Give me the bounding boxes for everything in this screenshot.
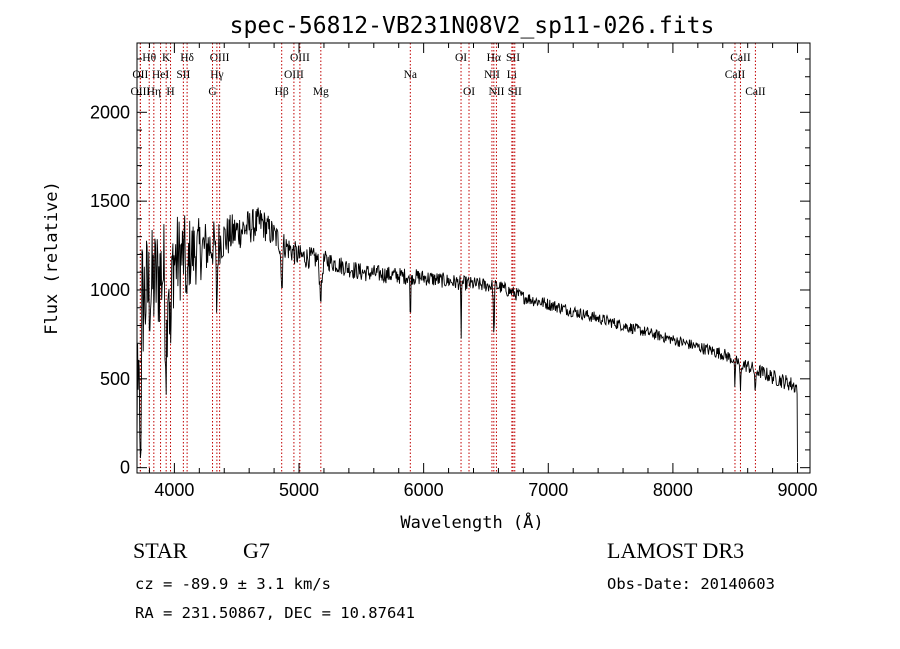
spectral-line-label: NII — [488, 86, 504, 98]
survey-name: LAMOST DR3 — [607, 538, 745, 563]
x-tick-label: 6000 — [404, 480, 444, 500]
spectral-line-label: Mg — [313, 86, 329, 98]
spectral-line-label: SII — [176, 69, 190, 81]
spectral-line-label: Hη — [147, 86, 161, 98]
spectral-line-label: HeI — [152, 69, 169, 81]
spectral-line-label: OIII — [290, 52, 310, 64]
observation-date: Obs-Date: 20140603 — [607, 575, 775, 593]
spectral-line-label: OI — [455, 52, 467, 64]
spectral-line-label: SII — [508, 86, 522, 98]
y-tick-label: 500 — [100, 369, 130, 389]
spectral-line-label: CaII — [745, 86, 766, 98]
spectral-line-label: OI — [463, 86, 475, 98]
spectral-line-label: CaII — [730, 52, 751, 64]
spectral-line-label: G — [208, 86, 216, 98]
spectrum-line — [136, 207, 798, 463]
spectral-line-label: Hδ — [180, 52, 194, 64]
spectral-line-label: Hθ — [142, 52, 156, 64]
spectral-line-label: Hα — [487, 52, 501, 64]
y-tick-label: 2000 — [90, 102, 130, 122]
y-axis-label: Flux (relative) — [42, 181, 62, 335]
spectral-line-label: K — [162, 52, 171, 64]
spectral-line-label: Na — [404, 69, 417, 81]
x-tick-label: 4000 — [154, 480, 194, 500]
y-tick-label: 1000 — [90, 280, 130, 300]
x-tick-label: 8000 — [653, 480, 693, 500]
coordinates: RA = 231.50867, DEC = 10.87641 — [135, 604, 415, 622]
spectral-line-label: OIII — [284, 69, 304, 81]
spectral-line-label: OIII — [210, 52, 230, 64]
y-tick-label: 0 — [120, 458, 130, 478]
y-tick-label: 1500 — [90, 191, 130, 211]
object-subclass: G7 — [243, 538, 270, 563]
spectral-line-label: CaII — [725, 69, 746, 81]
plot-frame — [136, 42, 811, 474]
spectral-line-label: H — [166, 86, 174, 98]
x-tick-label: 9000 — [778, 480, 818, 500]
spectral-line-label: SII — [506, 52, 520, 64]
x-tick-label: 5000 — [279, 480, 319, 500]
redshift-cz: cz = -89.9 ± 3.1 km/s — [135, 575, 331, 593]
spectral-line-label: NII — [484, 69, 500, 81]
spectral-line-label: Hγ — [210, 69, 223, 81]
object-class: STAR — [133, 538, 188, 563]
chart-title: spec-56812-VB231N08V2_sp11-026.fits — [230, 13, 715, 39]
spectral-line-label: Hβ — [275, 86, 289, 98]
x-axis-label: Wavelength (Å) — [400, 511, 543, 533]
spectral-line-label: OIII — [130, 86, 150, 98]
x-tick-label: 7000 — [528, 480, 568, 500]
spectral-line-label: Li — [507, 69, 517, 81]
